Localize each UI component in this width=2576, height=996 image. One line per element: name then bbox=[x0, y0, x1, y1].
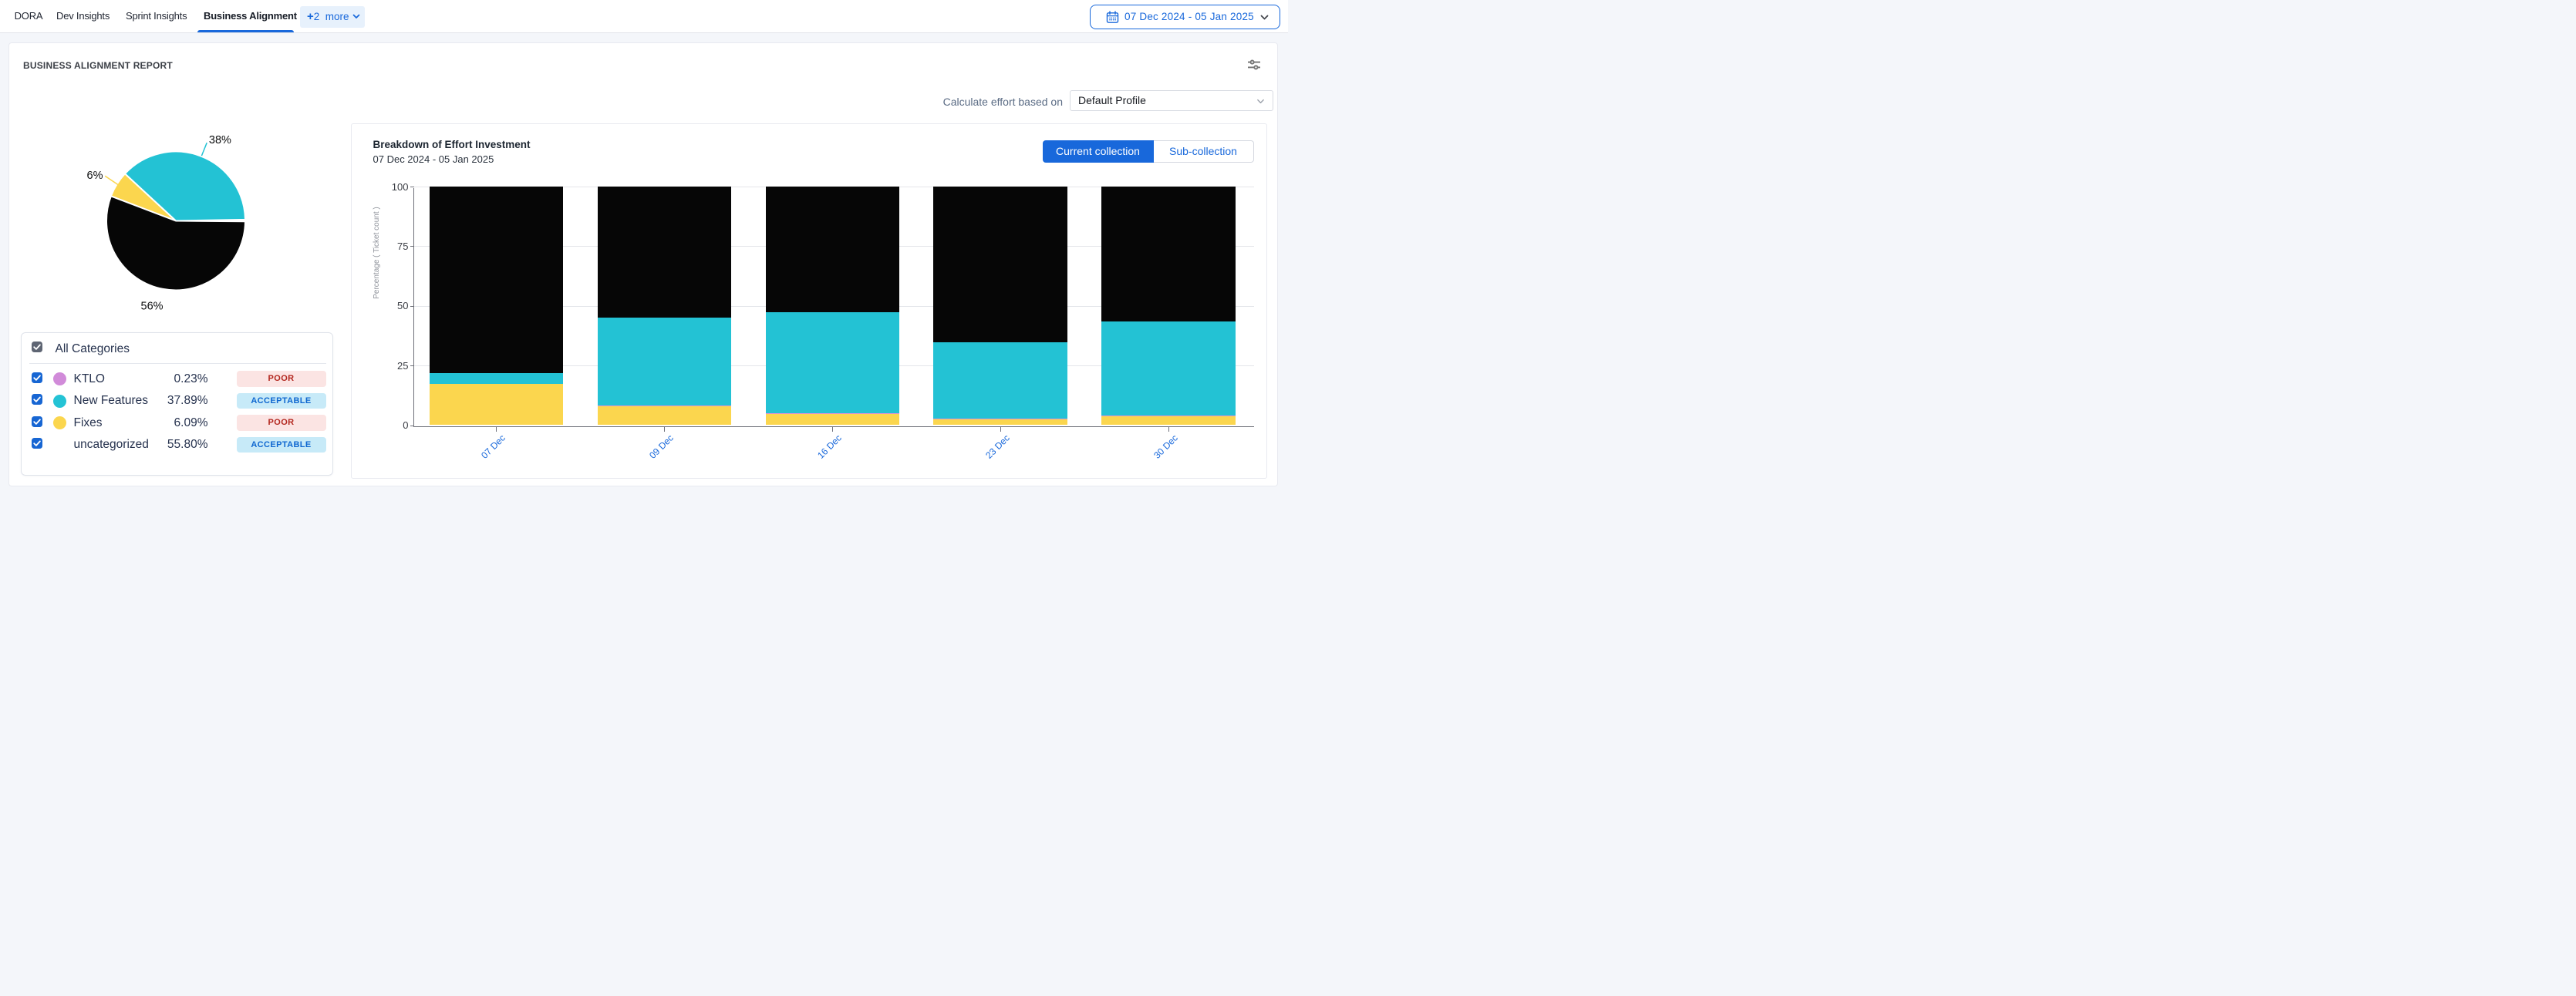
svg-text:56%: 56% bbox=[141, 300, 164, 312]
svg-text:6%: 6% bbox=[87, 170, 103, 182]
svg-text:38%: 38% bbox=[209, 134, 231, 146]
